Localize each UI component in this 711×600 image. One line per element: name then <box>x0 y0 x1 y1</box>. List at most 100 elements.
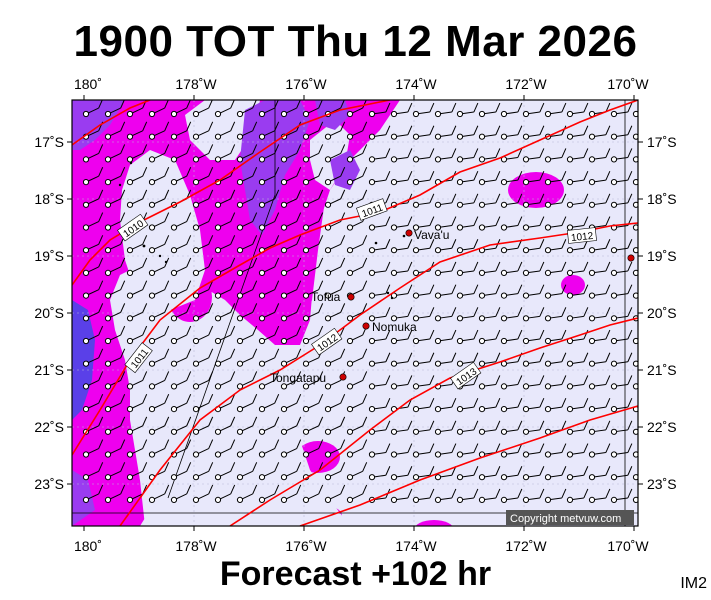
forecast-label: Forecast +102 hr <box>219 555 492 593</box>
wind-barb-station <box>566 360 574 367</box>
wind-barb-station <box>324 496 332 503</box>
wind-barb-feather <box>274 325 280 336</box>
wind-barb-station <box>390 474 398 481</box>
wind-barb-shaft <box>154 198 165 205</box>
wind-barb-feather <box>296 416 302 427</box>
wind-barb-shaft <box>484 293 496 296</box>
wind-barb-feather <box>296 462 302 472</box>
wind-barb-shaft <box>484 179 496 183</box>
wind-barb-shaft <box>132 175 143 182</box>
wind-barb-shaft <box>242 425 253 432</box>
wind-barb-shaft <box>440 156 452 160</box>
wind-barb-feather <box>318 484 324 495</box>
wind-barb-shaft <box>132 130 143 137</box>
wind-barb-shaft <box>242 107 253 114</box>
wind-barb-shaft <box>616 429 628 432</box>
wind-barb-shaft <box>594 134 606 137</box>
wind-barb-feather <box>605 307 611 317</box>
wind-barb-feather <box>230 144 236 154</box>
wind-barb-station <box>566 201 574 208</box>
wind-barb-station <box>280 337 288 345</box>
wind-barb-feather <box>340 462 346 472</box>
wind-barb-station <box>456 496 464 503</box>
wind-barb-station <box>522 406 530 413</box>
wind-barb-station <box>610 428 618 435</box>
wind-barb-station <box>148 451 156 458</box>
wind-barb-shaft <box>594 406 606 410</box>
wind-barb-station <box>456 179 464 186</box>
wind-barb-station <box>104 360 112 367</box>
lon-label: 178˚W <box>175 76 217 92</box>
wind-barb-feather <box>605 170 611 181</box>
wind-barb-station <box>588 474 596 481</box>
wind-barb-shaft <box>220 107 231 114</box>
wind-barb-shaft <box>440 474 452 478</box>
wind-barb-shaft <box>616 202 628 205</box>
wind-barb-feather <box>517 420 523 431</box>
wind-barb-shaft <box>176 380 187 386</box>
wind-barb-shaft <box>572 361 584 364</box>
wind-barb-station <box>82 451 90 458</box>
wind-barb-feather <box>385 352 391 362</box>
wind-barb-feather <box>473 329 479 340</box>
town-marker-nomuka <box>362 322 370 330</box>
wind-barb-station <box>214 133 222 140</box>
wind-barb-station <box>610 406 618 413</box>
wind-barb-feather <box>362 393 368 404</box>
wind-barb-feather <box>98 484 104 495</box>
wind-barb-station <box>192 224 200 231</box>
wind-barb-station <box>192 451 200 458</box>
isobar-labels: 1010 1011 1011 1012 1012 1013 <box>117 198 597 390</box>
wind-barb-station <box>566 179 574 186</box>
wind-barb-station <box>192 360 200 367</box>
wind-barb-station <box>522 224 530 231</box>
wind-barb-feather <box>451 193 457 204</box>
wind-barb-station <box>148 201 156 208</box>
wind-barb-station <box>82 496 90 503</box>
wind-barb-feather <box>539 397 545 408</box>
wind-barb-feather <box>296 235 302 245</box>
wind-barb-shaft <box>506 225 518 228</box>
wind-barb-shaft <box>264 357 275 364</box>
wind-barb-shaft <box>330 380 341 386</box>
wind-barb-shaft <box>308 266 319 273</box>
wind-barb-shaft <box>264 266 275 273</box>
lat-label: 23˚S <box>34 476 64 492</box>
wind-barb-station <box>478 292 486 299</box>
wind-barb-shaft <box>594 315 606 319</box>
wind-barb-feather <box>473 170 479 181</box>
wind-barb-feather <box>252 235 258 245</box>
wind-barb-station <box>500 383 508 390</box>
wind-barb-station <box>280 224 288 231</box>
wind-barb-shaft <box>198 357 209 364</box>
wind-barb-shaft <box>396 497 408 501</box>
wind-barb-feather <box>362 416 368 427</box>
wind-barb-shaft <box>418 497 430 501</box>
wind-barb-shaft <box>484 497 496 501</box>
wind-barb-shaft <box>550 474 562 478</box>
wind-barb-station <box>434 224 442 231</box>
wind-barb-shaft <box>639 339 650 341</box>
wind-barb-shaft <box>198 198 209 205</box>
wind-barb-feather <box>473 352 479 362</box>
wind-barb-shaft <box>154 425 165 432</box>
wind-barb-feather <box>120 439 126 449</box>
wind-barb-shaft <box>484 225 496 228</box>
wind-barb-feather <box>274 280 280 290</box>
wind-barb-feather <box>252 212 258 222</box>
wind-barb-feather <box>539 488 545 499</box>
wind-barb-station <box>302 360 310 367</box>
wind-barb-station <box>434 156 442 163</box>
wind-barb-station <box>544 156 552 163</box>
wind-barb-feather <box>120 144 126 154</box>
wind-barb-shaft <box>418 156 430 160</box>
wind-barb-station <box>478 383 486 390</box>
wind-barb-shaft <box>132 425 143 432</box>
wind-barb-feather <box>605 329 611 340</box>
wind-barb-station <box>434 428 442 435</box>
wind-barb-shaft <box>462 247 474 251</box>
wind-barb-shaft <box>242 470 253 477</box>
isobar-line <box>229 317 638 526</box>
wind-barb-feather <box>252 257 258 268</box>
wind-barb-feather <box>473 216 479 226</box>
